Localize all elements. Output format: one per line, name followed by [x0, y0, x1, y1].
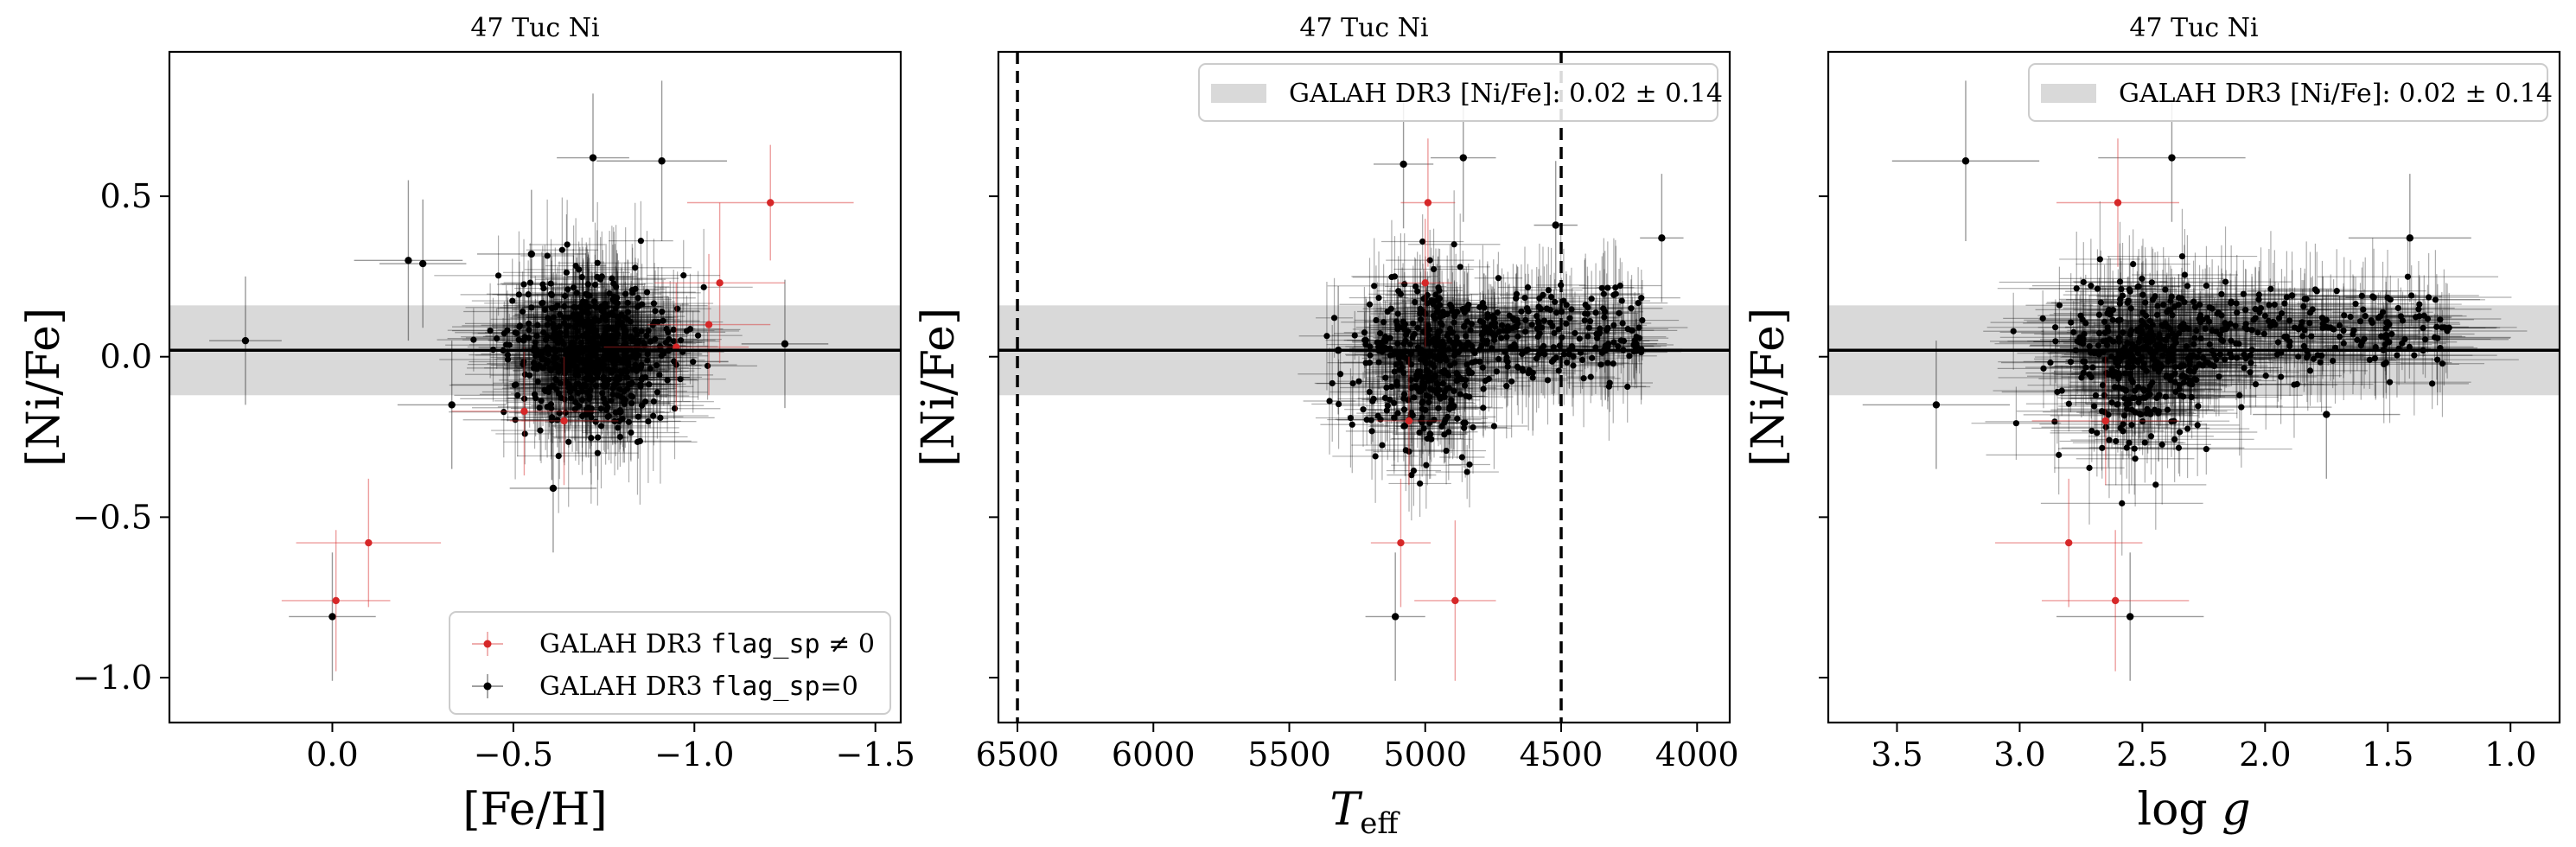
x-axis-label: log g [2137, 784, 2250, 836]
x-tick-label: 4500 [1520, 736, 1604, 774]
band-legend: GALAH DR3 [Ni/Fe]: 0.02 ± 0.14 [1198, 63, 1723, 122]
data-point [2065, 538, 2073, 547]
data-point [1391, 613, 1400, 621]
x-tick-label: 3.5 [1871, 736, 1922, 774]
svg-text:GALAH DR3 flag_sp=0: GALAH DR3 flag_sp=0 [539, 672, 858, 702]
data-point [1405, 417, 1413, 425]
series-clean [1862, 80, 2471, 681]
y-axis-label: [Ni/Fe] [913, 308, 965, 467]
data-point [716, 279, 724, 287]
x-tick-label: 1.0 [2484, 736, 2536, 774]
band-legend: GALAH DR3 [Ni/Fe]: 0.02 ± 0.14 [2028, 63, 2553, 122]
axes-frame [168, 50, 902, 724]
x-tick-label: 0.0 [306, 736, 358, 774]
x-axis-label: [Fe/H] [462, 784, 607, 836]
data-point [520, 407, 528, 416]
legend-entry-clean: GALAH DR3 flag_sp=0 [472, 672, 858, 702]
x-tick-label: 2.0 [2239, 736, 2291, 774]
data-point [365, 538, 373, 547]
data-point [1552, 221, 1559, 229]
data-point [241, 336, 250, 345]
x-tick-label: 2.5 [2116, 736, 2168, 774]
data-point [2168, 154, 2176, 162]
data-point [658, 157, 666, 165]
band-legend-swatch [2041, 84, 2096, 103]
series-flagged [1995, 138, 2190, 672]
y-axis-label: [Ni/Fe] [1743, 308, 1795, 467]
data-point [1932, 401, 1941, 409]
series-flagged [281, 144, 854, 672]
x-tick-label: 4000 [1655, 736, 1739, 774]
x-tick-label: −0.5 [474, 736, 553, 774]
axes-frame [1827, 50, 2561, 724]
data-cloud [1298, 190, 1688, 521]
y-tick-label: 0.0 [100, 338, 152, 376]
series-clean [209, 80, 829, 681]
panel-logg: 3.5 3.0 2.5 2.0 1.5 1.0 47 Tuc Ni [Ni/Fe] log g G… [1743, 13, 2561, 836]
data-point [2126, 613, 2134, 621]
data-point [1397, 538, 1405, 547]
data-point [767, 199, 775, 207]
data-point [589, 154, 597, 162]
band-legend-label: GALAH DR3 [Ni/Fe]: 0.02 ± 0.14 [2119, 79, 2553, 109]
data-point [2406, 234, 2414, 242]
data-point [705, 321, 713, 328]
data-point [332, 596, 340, 605]
data-point [549, 484, 558, 493]
x-tick-label: 3.0 [1993, 736, 2045, 774]
data-point [2323, 411, 2331, 418]
series-flagged [1370, 138, 1496, 681]
data-point [560, 417, 568, 425]
axes-frame [997, 50, 1731, 724]
x-tick-label: 5000 [1383, 736, 1467, 774]
x-tick-label: −1.0 [654, 736, 734, 774]
band-legend-label: GALAH DR3 [Ni/Fe]: 0.02 ± 0.14 [1289, 79, 1723, 109]
data-point [1658, 234, 1666, 242]
x-tick-label: 5500 [1247, 736, 1331, 774]
data-point [2114, 199, 2122, 207]
data-point [328, 613, 336, 621]
y-axis-label: [Ni/Fe] [18, 308, 70, 467]
data-point [527, 250, 536, 258]
data-point [1400, 160, 1407, 169]
y-tick-label: 0.5 [100, 177, 152, 215]
data-point [448, 401, 456, 409]
panel-title: 47 Tuc Ni [470, 13, 599, 43]
data-point [781, 340, 789, 348]
data-point [1421, 279, 1429, 287]
y-tick-label: −1.0 [73, 659, 152, 697]
x-tick-label: 6500 [976, 736, 1060, 774]
x-tick-label: −1.5 [836, 736, 915, 774]
data-point [2111, 596, 2120, 605]
panel-teff: 6500 6000 5500 5000 4500 4000 47 Tuc Ni [Ni/Fe]… [913, 13, 1739, 841]
x-tick-label: 1.5 [2362, 736, 2413, 774]
panel-title: 47 Tuc Ni [2129, 13, 2258, 43]
data-point [2101, 417, 2109, 425]
x-tick-label: 6000 [1112, 736, 1196, 774]
band-legend-swatch [1211, 84, 1266, 103]
data-point [405, 257, 412, 264]
panel-feh: 0.0 −0.5 −1.0 −1.5 0.5 0.0 −0.5 −1.0 47 Tuc Ni [N… [18, 13, 915, 836]
data-point [1424, 199, 1432, 207]
svg-text:GALAH DR3 flag_sp ≠ 0: GALAH DR3 flag_sp ≠ 0 [539, 629, 875, 659]
legend: GALAH DR3 flag_sp ≠ 0 GALAH DR3 flag_sp=0 [449, 611, 891, 715]
panel-title: 47 Tuc Ni [1299, 13, 1428, 43]
data-point [1459, 154, 1467, 162]
data-point [1961, 157, 1970, 165]
x-axis-label: Teff [1330, 784, 1401, 841]
legend-entry-flagged: GALAH DR3 flag_sp ≠ 0 [472, 629, 875, 659]
y-tick-label: −0.5 [73, 498, 152, 536]
data-point [418, 259, 427, 268]
data-point [1451, 596, 1459, 605]
